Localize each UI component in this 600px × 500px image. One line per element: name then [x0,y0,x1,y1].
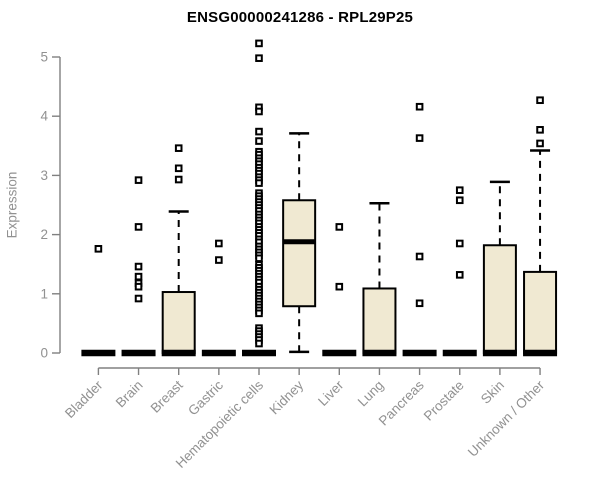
outlier-point [255,137,263,145]
x-tick-label: Lung [355,378,387,410]
outlier-point [536,126,544,134]
box-rect [161,291,196,354]
x-tick-label: Brain [113,378,146,411]
y-tick-label: 3 [40,168,48,183]
x-tick-label: Unknown / Other [465,377,548,460]
outlier-point [134,176,143,184]
outlier-point [255,127,263,136]
y-tick-label: 5 [40,50,48,65]
outlier-point [335,223,344,231]
y-tick-label: 1 [40,286,48,301]
outlier-point [255,107,263,116]
outlier-point [94,245,103,253]
outlier-point [415,299,424,308]
outlier-point [255,309,263,318]
outlier-point [255,339,263,348]
outlier-point [255,254,263,263]
box-rect [523,270,558,354]
x-tick-label: Prostate [421,378,467,424]
outlier-point [255,39,263,48]
outlier-point [134,294,143,303]
outlier-point [255,54,263,62]
y-tick-label: 4 [40,109,48,124]
outlier-point [455,271,464,279]
outlier-point [134,272,143,281]
outlier-point [134,282,143,291]
outlier-point [134,223,143,231]
chart-title: ENSG00000241286 - RPL29P25 [186,9,414,26]
outlier-point [174,164,183,173]
outlier-point [415,252,424,261]
box-rect [282,199,317,308]
box-rect [362,287,397,354]
outlier-point [415,102,424,111]
outlier-point [536,139,544,148]
outlier-point [215,256,223,264]
outlier-point [174,144,183,152]
x-tick-label: Bladder [62,377,106,421]
x-tick-label: Liver [315,377,347,409]
outlier-point [174,175,183,184]
outlier-point [455,239,464,248]
x-tick-label: Kidney [266,377,306,417]
outlier-point [215,239,223,248]
y-tick-label: 2 [40,227,48,242]
x-tick-label: Skin [478,378,507,407]
box-rect [482,244,517,354]
outlier-point [455,196,464,205]
outlier-point [536,96,544,105]
y-tick-label: 0 [40,346,48,361]
outlier-point [134,262,143,271]
outlier-point [415,134,424,142]
x-tick-label: Breast [148,377,186,415]
outlier-point [255,179,263,187]
outlier-point [335,282,344,291]
outlier-point [455,186,464,194]
